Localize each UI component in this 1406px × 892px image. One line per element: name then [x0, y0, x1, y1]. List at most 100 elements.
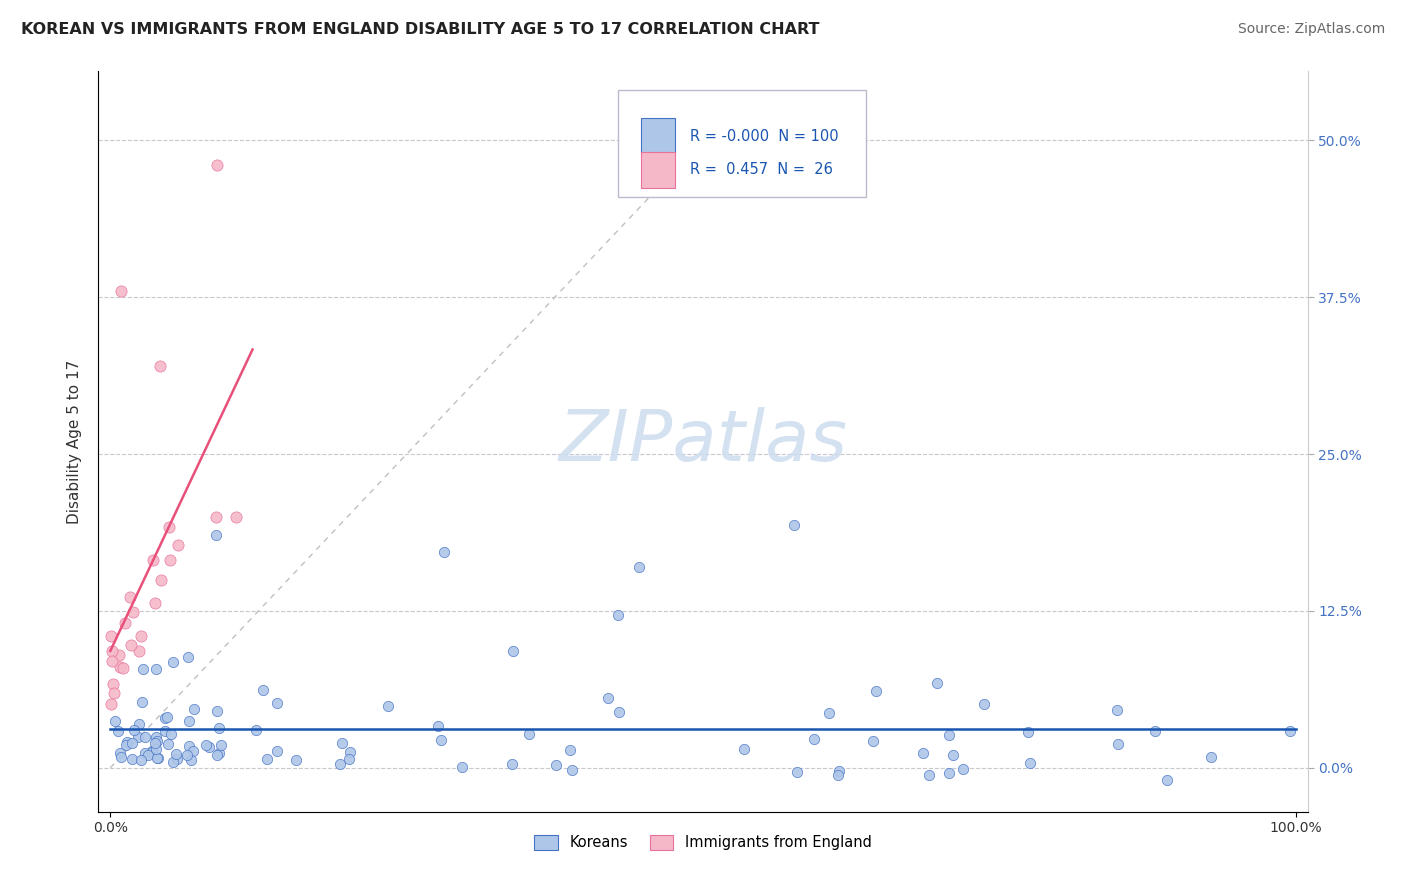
- Point: [818, 706, 841, 720]
- Point: [162, 655, 184, 669]
- Point: [110, 660, 132, 674]
- Point: [127, 730, 149, 744]
- Point: [195, 738, 218, 752]
- Point: [153, 724, 176, 739]
- Point: [204, 528, 226, 542]
- Point: [159, 553, 181, 567]
- Point: [1017, 725, 1039, 739]
- Point: [121, 735, 143, 749]
- Point: [100, 697, 122, 711]
- Point: [1279, 723, 1302, 738]
- Point: [952, 762, 974, 776]
- Point: [208, 721, 231, 735]
- Point: [256, 752, 278, 766]
- Point: [628, 560, 651, 574]
- Point: [938, 727, 960, 741]
- Point: [207, 748, 229, 763]
- Point: [1201, 750, 1223, 764]
- Point: [430, 732, 453, 747]
- Point: [148, 750, 170, 764]
- Point: [733, 742, 755, 756]
- Point: [131, 662, 153, 676]
- Point: [1144, 724, 1167, 739]
- Point: [141, 746, 163, 760]
- Point: [110, 284, 132, 298]
- Point: [561, 764, 583, 778]
- Point: [167, 538, 190, 552]
- Point: [115, 734, 138, 748]
- Point: [803, 731, 825, 746]
- Point: [145, 742, 167, 756]
- Point: [142, 553, 165, 567]
- Point: [596, 691, 619, 706]
- Point: [146, 734, 169, 748]
- Point: [252, 683, 274, 698]
- Point: [153, 711, 176, 725]
- Point: [134, 730, 156, 744]
- Point: [1107, 737, 1129, 751]
- Point: [101, 677, 124, 691]
- Point: [433, 545, 456, 559]
- Point: [134, 746, 156, 760]
- Point: [786, 764, 808, 779]
- FancyBboxPatch shape: [641, 119, 675, 154]
- Point: [517, 726, 540, 740]
- Point: [783, 518, 806, 533]
- Point: [145, 731, 167, 745]
- Point: [118, 590, 141, 604]
- Point: [912, 746, 935, 760]
- Point: [451, 760, 474, 774]
- Point: [157, 737, 180, 751]
- Text: KOREAN VS IMMIGRANTS FROM ENGLAND DISABILITY AGE 5 TO 17 CORRELATION CHART: KOREAN VS IMMIGRANTS FROM ENGLAND DISABI…: [21, 22, 820, 37]
- Point: [128, 643, 150, 657]
- Point: [145, 662, 167, 676]
- Point: [146, 751, 169, 765]
- Point: [156, 709, 179, 723]
- Point: [143, 596, 166, 610]
- Point: [166, 752, 188, 766]
- Point: [149, 359, 172, 374]
- Point: [176, 747, 198, 762]
- FancyBboxPatch shape: [619, 90, 866, 197]
- Point: [121, 605, 143, 619]
- Text: ZIPatlas: ZIPatlas: [558, 407, 848, 476]
- Point: [149, 573, 172, 587]
- Point: [502, 644, 524, 658]
- Point: [177, 649, 200, 664]
- Point: [165, 747, 187, 761]
- Point: [160, 727, 183, 741]
- Point: [120, 638, 142, 652]
- Point: [136, 747, 159, 762]
- Point: [131, 695, 153, 709]
- Point: [862, 733, 884, 747]
- Point: [205, 509, 228, 524]
- Point: [110, 746, 132, 760]
- Point: [1156, 772, 1178, 787]
- Point: [157, 520, 180, 534]
- Text: R =  0.457  N =  26: R = 0.457 N = 26: [690, 162, 832, 178]
- Point: [1107, 703, 1129, 717]
- Point: [101, 654, 124, 668]
- Point: [266, 744, 288, 758]
- Point: [104, 714, 127, 728]
- Point: [180, 753, 202, 767]
- Point: [925, 675, 948, 690]
- Text: Source: ZipAtlas.com: Source: ZipAtlas.com: [1237, 22, 1385, 37]
- Point: [100, 643, 122, 657]
- Point: [973, 697, 995, 711]
- Point: [377, 698, 399, 713]
- Point: [607, 705, 630, 719]
- FancyBboxPatch shape: [641, 152, 675, 187]
- Point: [546, 757, 568, 772]
- Text: R = -0.000  N = 100: R = -0.000 N = 100: [690, 128, 838, 144]
- Point: [100, 629, 122, 643]
- Point: [225, 509, 247, 524]
- Y-axis label: Disability Age 5 to 17: Disability Age 5 to 17: [67, 359, 83, 524]
- Point: [827, 768, 849, 782]
- Point: [121, 752, 143, 766]
- Point: [560, 743, 582, 757]
- Point: [337, 752, 360, 766]
- Point: [112, 661, 135, 675]
- Point: [107, 724, 129, 739]
- Point: [245, 723, 267, 737]
